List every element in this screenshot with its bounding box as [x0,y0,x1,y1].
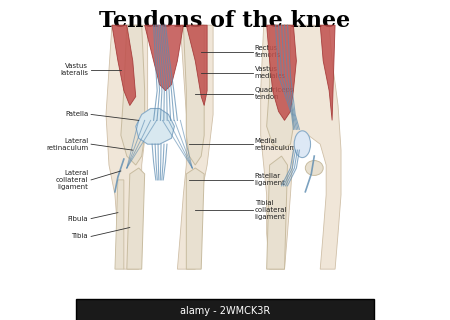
Text: Vastus
mediales: Vastus mediales [255,66,286,79]
FancyBboxPatch shape [76,299,374,320]
Polygon shape [261,25,341,269]
Polygon shape [267,25,293,150]
Polygon shape [183,25,204,165]
Polygon shape [136,108,175,144]
Text: Tibial
collateral
ligament: Tibial collateral ligament [255,200,287,220]
Text: Tendons of the knee: Tendons of the knee [99,10,351,32]
Ellipse shape [306,161,323,175]
Polygon shape [112,25,136,106]
Polygon shape [267,156,288,269]
Polygon shape [186,25,207,106]
Ellipse shape [294,131,310,157]
Text: Quadriceps
tendon: Quadriceps tendon [255,87,294,100]
Text: Patella: Patella [65,111,88,117]
Text: Lateral
retinaculum: Lateral retinaculum [46,138,88,151]
Text: Patellar
ligament: Patellar ligament [255,173,286,186]
Text: Lateral
collateral
ligament: Lateral collateral ligament [56,170,88,190]
Polygon shape [106,25,148,269]
Polygon shape [121,25,144,165]
Polygon shape [115,180,124,269]
Polygon shape [177,25,213,269]
Text: Rectus
femoris: Rectus femoris [255,45,281,59]
Polygon shape [186,168,204,269]
Text: Tibia: Tibia [72,233,88,239]
Polygon shape [144,25,183,91]
Text: alamy - 2WMCK3R: alamy - 2WMCK3R [180,306,270,316]
Text: Fibula: Fibula [68,216,88,221]
Text: Medial
retinaculum: Medial retinaculum [255,138,297,151]
Polygon shape [127,168,144,269]
Text: Vastus
lateralis: Vastus lateralis [60,63,88,76]
Polygon shape [320,25,335,120]
Polygon shape [267,25,297,120]
